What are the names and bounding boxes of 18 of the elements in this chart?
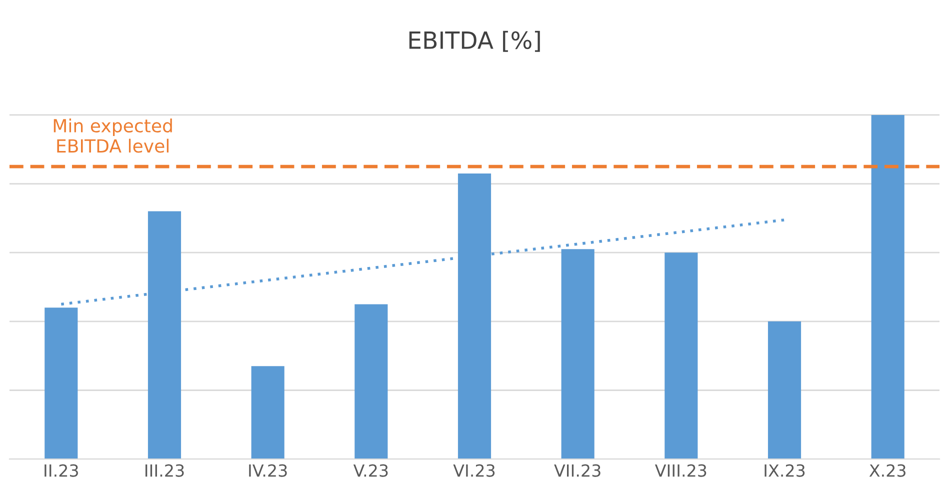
bar: [44, 308, 78, 460]
bar: [871, 114, 904, 460]
bar: [354, 304, 388, 460]
x-tick-label: II.23: [44, 464, 78, 477]
x-tick-label: VII.23: [554, 464, 600, 477]
x-tick-label: VIII.23: [654, 464, 706, 477]
bar: [561, 249, 594, 460]
bar: [664, 252, 698, 460]
x-tick-label: IV.23: [249, 464, 287, 477]
chart-title: EBITDA [%]: [409, 30, 540, 52]
bar: [251, 366, 284, 460]
x-tick-label: VI.23: [453, 464, 495, 477]
ref-line-label: Min expected EBITDA level: [54, 118, 172, 153]
bar: [768, 321, 802, 460]
x-tick-label: X.23: [869, 464, 906, 477]
x-tick-label: III.23: [146, 464, 184, 477]
x-tick-label: IX.23: [764, 464, 805, 477]
x-tick-label: V.23: [353, 464, 388, 477]
